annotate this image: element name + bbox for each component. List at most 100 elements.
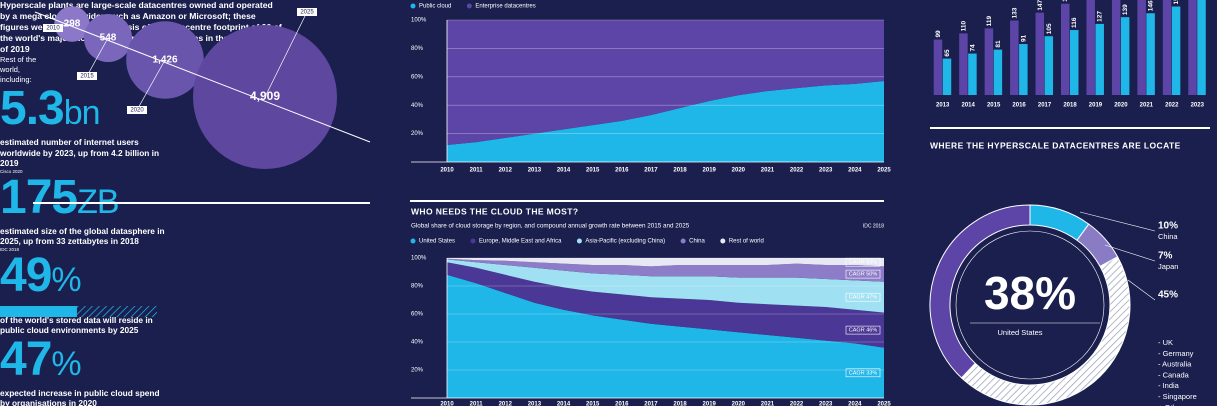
x-tick-label: 2021 <box>1140 103 1154 109</box>
cagr-label: CAGR 50% <box>849 260 878 266</box>
bar-value-label: 146 <box>1148 0 1155 11</box>
x-tick-label: 2022 <box>790 168 804 174</box>
year-connector <box>264 11 308 98</box>
chart-title: WHERE THE HYPERSCALE DATACENTRES ARE LOC… <box>930 140 1181 150</box>
stat-unit: bn <box>63 94 101 132</box>
cagr-box <box>845 292 881 302</box>
x-tick-label: 2023 <box>1191 103 1205 109</box>
x-tick-label: 2018 <box>1063 103 1077 109</box>
stat-unit: % <box>51 344 81 383</box>
bar <box>993 49 1003 95</box>
cagr-box <box>845 269 881 279</box>
bar <box>933 39 943 95</box>
bar <box>1111 0 1121 95</box>
segment-label: Rest of the world, including: <box>0 55 37 84</box>
year-box <box>77 72 97 80</box>
bar-value-label: 133 <box>1011 7 1018 18</box>
bar <box>1070 30 1079 95</box>
bar <box>1146 13 1155 96</box>
center-label: United States <box>997 328 1042 337</box>
x-tick-label: 2010 <box>440 402 454 406</box>
x-tick-label: 2019 <box>703 402 717 406</box>
y-tick-label: 20% <box>411 368 424 374</box>
stat-figure: 5.3bn <box>0 85 1217 137</box>
progress-rest <box>0 305 157 317</box>
bar <box>1120 17 1130 95</box>
legend-swatch <box>576 238 582 244</box>
stat-text: estimated number of internet users world… <box>0 137 160 168</box>
bar <box>1197 0 1206 95</box>
segment-label: Japan <box>1158 262 1178 271</box>
bar-value-label: 105 <box>1046 23 1053 34</box>
stat-unit: % <box>51 260 81 299</box>
bar-value-label: 163 <box>1062 0 1069 2</box>
center-value: 38% <box>984 267 1076 319</box>
progress-bar <box>0 305 77 317</box>
progress-track <box>0 304 157 317</box>
x-tick-label: 2014 <box>557 168 571 174</box>
cagr-label: CAGR 46% <box>849 328 878 334</box>
x-tick-label: 2016 <box>1012 103 1026 109</box>
year-box <box>297 8 317 16</box>
x-tick-label: 2022 <box>1165 103 1179 109</box>
area <box>447 258 884 267</box>
x-tick-label: 2020 <box>732 168 746 174</box>
chart-subtitle: Global share of cloud storage by region,… <box>411 223 690 230</box>
stat-figure: 47% <box>0 335 1217 388</box>
x-tick-label: 2015 <box>987 103 1001 109</box>
area <box>447 258 884 282</box>
stat-text: estimated size of the global datasphere … <box>0 225 165 247</box>
x-tick-label: 2014 <box>962 103 976 109</box>
area <box>447 81 884 162</box>
stat-number: 5.3 <box>0 82 65 135</box>
bar-value-label: 158 <box>1173 0 1180 5</box>
cagr-box <box>845 325 881 335</box>
y-tick-label: 40% <box>411 340 424 346</box>
x-tick-label: 2014 <box>557 402 571 406</box>
donut-segment <box>929 204 1031 379</box>
x-tick-label: 2025 <box>877 168 891 174</box>
x-tick-label: 2010 <box>440 168 454 174</box>
country-item: - Germany <box>1158 349 1194 358</box>
year-label: 2025 <box>300 10 314 16</box>
x-tick-label: 2011 <box>470 402 484 406</box>
x-tick-label: 2021 <box>761 168 775 174</box>
segment-value: 45% <box>1158 290 1178 301</box>
country-item: + Others <box>1158 403 1187 406</box>
legend-swatch <box>680 238 686 244</box>
stat-number: 49 <box>0 248 52 302</box>
x-tick-label: 2016 <box>615 168 629 174</box>
bar <box>1188 0 1197 95</box>
legend-swatch <box>470 238 476 244</box>
cagr-label: CAGR 50% <box>849 272 878 278</box>
year-label: 2020 <box>130 108 144 114</box>
bar-value-label: 81 <box>995 40 1002 48</box>
segment-label: China <box>1158 232 1178 241</box>
year-connector <box>136 59 166 111</box>
x-tick-label: 2020 <box>732 402 746 406</box>
bar-value-label: 65 <box>944 49 951 57</box>
x-tick-label: 2025 <box>877 402 891 406</box>
area <box>447 262 884 348</box>
x-tick-label: 2018 <box>673 402 687 406</box>
legend-swatch <box>720 238 726 244</box>
cagr-label: CAGR 33% <box>849 370 878 376</box>
cagr-box <box>845 368 881 378</box>
bar-value-label: 91 <box>1020 34 1027 42</box>
bar <box>1035 12 1045 95</box>
segment-value: 10% <box>1158 221 1178 232</box>
progress-svg <box>0 305 157 317</box>
bar <box>968 53 977 95</box>
x-tick-label: 2023 <box>819 168 833 174</box>
inner-ring <box>955 230 1105 380</box>
legend-swatch <box>410 3 416 9</box>
area <box>447 259 884 313</box>
x-tick-label: 2024 <box>848 168 862 174</box>
y-tick-label: 60% <box>411 74 424 80</box>
trend-line <box>34 11 371 143</box>
y-tick-label: 40% <box>411 103 424 109</box>
x-tick-label: 2021 <box>761 402 775 406</box>
x-tick-label: 2013 <box>528 402 542 406</box>
bar <box>959 33 968 95</box>
year-label: 2010 <box>46 26 60 32</box>
